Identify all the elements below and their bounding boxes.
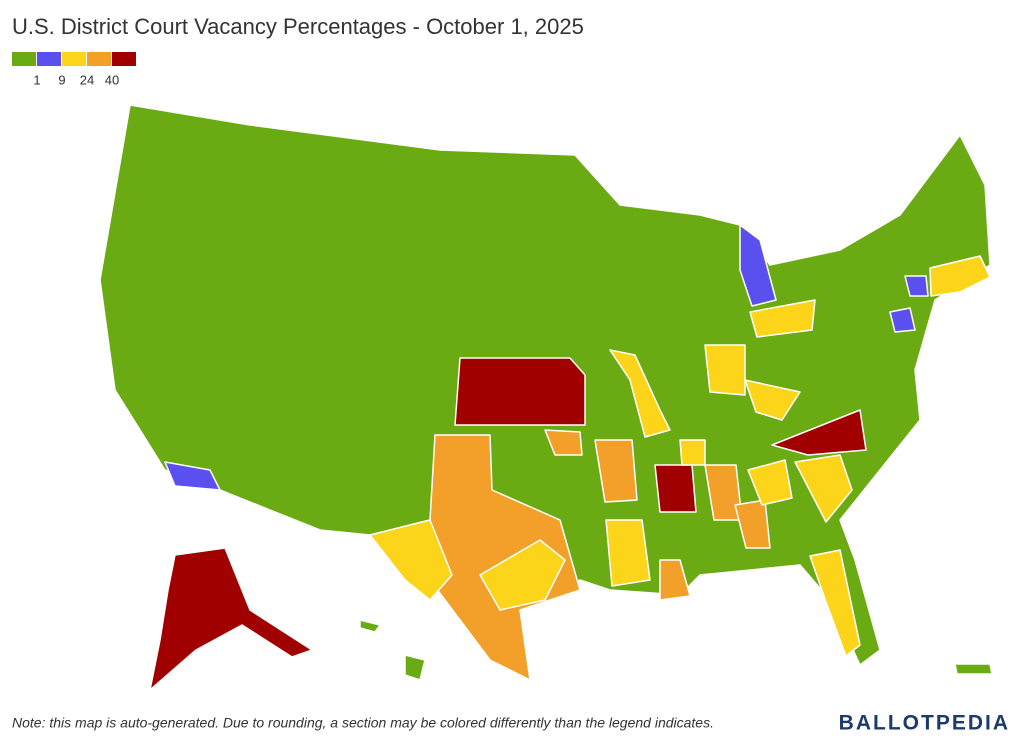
map-region [904, 275, 929, 297]
map-region [704, 344, 746, 396]
map-region [454, 357, 586, 426]
legend-swatch [87, 52, 111, 66]
map-region [809, 549, 861, 657]
map-region [369, 519, 453, 601]
map-region [594, 439, 638, 503]
map-region [747, 459, 793, 506]
map-region [404, 654, 426, 681]
legend-tick-label: 1 [33, 72, 40, 87]
map-region [609, 349, 671, 438]
map-region [654, 464, 697, 513]
map-region [544, 429, 583, 456]
legend-swatch [37, 52, 61, 66]
map-region [794, 454, 853, 523]
map-region [605, 519, 651, 587]
map-region [734, 499, 771, 549]
map-region [479, 539, 566, 611]
map-region [929, 255, 991, 297]
map-region [954, 663, 993, 675]
map-region [659, 559, 691, 601]
legend-tick-label: 24 [80, 72, 94, 87]
legend-swatch [62, 52, 86, 66]
legend: 1 9 24 40 [12, 52, 136, 87]
map-region [771, 409, 867, 456]
map-region [739, 224, 777, 307]
brand-logo: BALLOTPEDIA [839, 712, 1010, 735]
legend-tick-label: 40 [105, 72, 119, 87]
map-region [679, 439, 706, 466]
map-region [359, 619, 381, 633]
map-region [749, 299, 816, 338]
note: Note: this map is auto-generated. Due to… [12, 715, 714, 731]
map-region [889, 307, 916, 333]
map-title: U.S. District Court Vacancy Percentages … [12, 14, 584, 39]
map [99, 104, 993, 691]
map-region [149, 547, 313, 691]
legend-tick-label: 9 [58, 72, 65, 87]
map-region [164, 461, 221, 491]
legend-swatch [12, 52, 36, 66]
map-region [744, 379, 801, 421]
legend-swatch [112, 52, 136, 66]
